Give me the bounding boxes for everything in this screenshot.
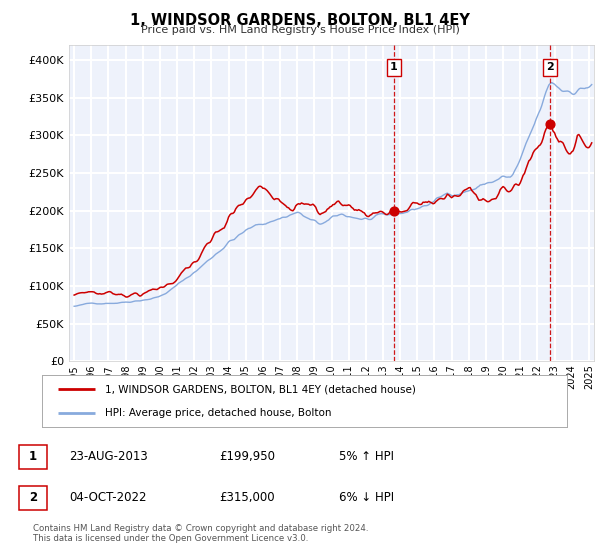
Text: 23-AUG-2013: 23-AUG-2013 bbox=[69, 450, 148, 463]
Text: £199,950: £199,950 bbox=[219, 450, 275, 463]
Text: 04-OCT-2022: 04-OCT-2022 bbox=[69, 491, 146, 504]
Text: 1: 1 bbox=[29, 450, 37, 463]
Text: HPI: Average price, detached house, Bolton: HPI: Average price, detached house, Bolt… bbox=[105, 408, 331, 418]
Text: Contains HM Land Registry data © Crown copyright and database right 2024.: Contains HM Land Registry data © Crown c… bbox=[33, 524, 368, 533]
Text: This data is licensed under the Open Government Licence v3.0.: This data is licensed under the Open Gov… bbox=[33, 534, 308, 543]
Text: 6% ↓ HPI: 6% ↓ HPI bbox=[339, 491, 394, 504]
Text: Price paid vs. HM Land Registry's House Price Index (HPI): Price paid vs. HM Land Registry's House … bbox=[140, 25, 460, 35]
Text: 2: 2 bbox=[29, 491, 37, 504]
Point bbox=[545, 119, 555, 128]
Text: 5% ↑ HPI: 5% ↑ HPI bbox=[339, 450, 394, 463]
Point bbox=[389, 206, 399, 215]
Text: £315,000: £315,000 bbox=[219, 491, 275, 504]
Text: 1: 1 bbox=[390, 62, 398, 72]
Text: 2: 2 bbox=[547, 62, 554, 72]
Text: 1, WINDSOR GARDENS, BOLTON, BL1 4EY: 1, WINDSOR GARDENS, BOLTON, BL1 4EY bbox=[130, 13, 470, 28]
Text: 1, WINDSOR GARDENS, BOLTON, BL1 4EY (detached house): 1, WINDSOR GARDENS, BOLTON, BL1 4EY (det… bbox=[105, 384, 416, 394]
